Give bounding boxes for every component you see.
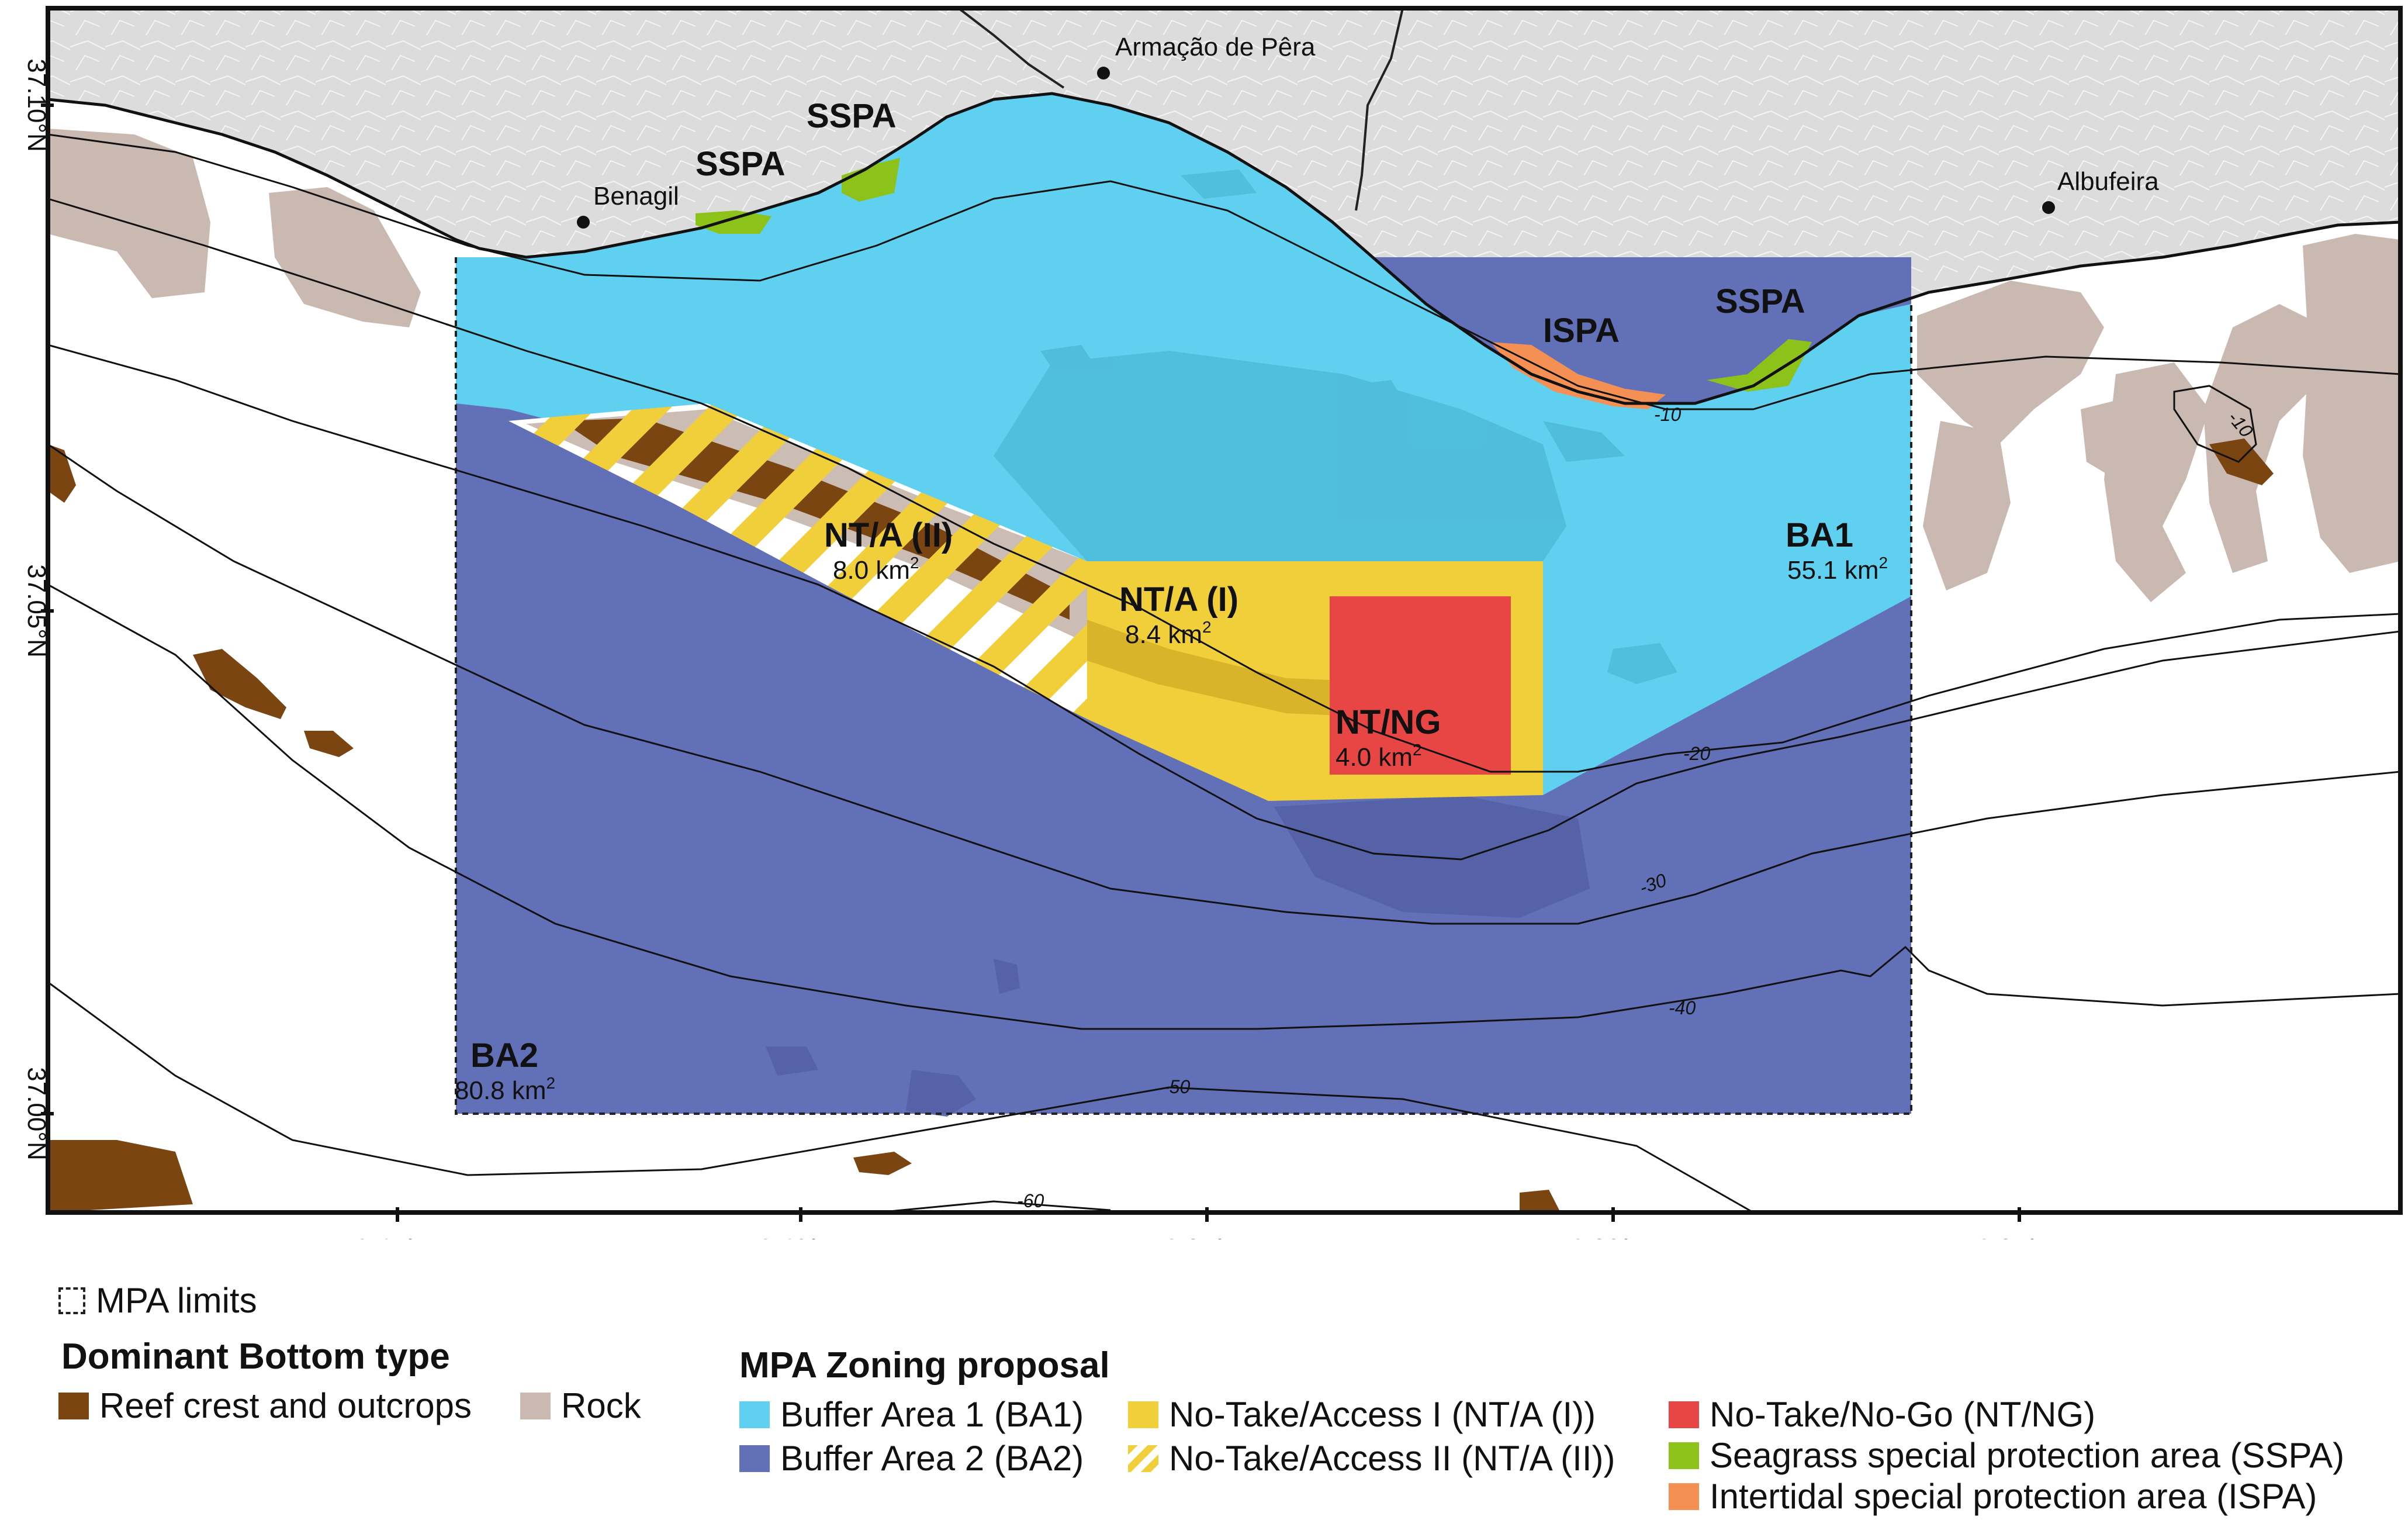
nta1-swatch (1128, 1401, 1158, 1428)
ispa-swatch (1669, 1483, 1699, 1510)
armacao-label: Armação de Pêra (1115, 33, 1316, 61)
map-canvas[interactable]: -10 -10 -20 -30 -40 -50 -60 Armação de P… (0, 0, 2408, 1239)
ntng-area: 4.0 km2 (1336, 741, 1422, 772)
legend-ba1: Buffer Area 1 (BA1) (739, 1394, 1084, 1435)
zone-ntng[interactable] (1330, 596, 1511, 775)
ispa-patch[interactable] (1490, 342, 1666, 409)
rock-patches (48, 129, 2400, 602)
legend-ba2-label: Buffer Area 2 (BA2) (780, 1439, 1084, 1478)
lon-label-8-35: 8.35°W (1165, 1234, 1250, 1239)
contour-label-50: -50 (1163, 1076, 1190, 1097)
nta2-reef (561, 418, 1070, 620)
legend-ba2: Buffer Area 2 (BA2) (739, 1438, 1084, 1478)
lon-label-8-25: 8.25°W (1977, 1234, 2062, 1239)
reef-patches (48, 438, 2274, 1212)
zone-nta2[interactable] (508, 403, 1087, 719)
legend-ba1-label: Buffer Area 1 (BA1) (780, 1395, 1084, 1434)
map-frame: -10 -10 -20 -30 -40 -50 -60 Armação de P… (0, 0, 2408, 1239)
legend-mpa-limits: MPA limits (58, 1280, 257, 1321)
lon-label-8-40: 8.40°W (759, 1234, 843, 1239)
sspa-label-3: SSPA (1715, 282, 1805, 320)
lon-label-8-30: 8.30°W (1571, 1234, 1656, 1239)
legend-mpa-limits-label: MPA limits (96, 1281, 257, 1320)
roads (957, 7, 1404, 211)
sspa-patch-2[interactable] (842, 158, 900, 202)
ba2-shading (766, 795, 1590, 1117)
legend-ispa-label: Intertidal special protection area (ISPA… (1710, 1477, 2317, 1516)
lat-label-37-05: 37.05°N (22, 564, 51, 657)
albufeira-marker[interactable] (2042, 201, 2055, 214)
legend-reef-label: Reef crest and outcrops (99, 1386, 472, 1425)
lat-label-37-10: 37.10°N (22, 58, 51, 151)
ntng-swatch (1669, 1401, 1699, 1428)
ba1-label: BA1 (1786, 516, 1853, 554)
lat-label-37-00: 37.00°N (22, 1067, 51, 1160)
contour-label-60: -60 (1017, 1190, 1044, 1211)
legend-reef: Reef crest and outcrops (58, 1386, 472, 1426)
ba1-shading (994, 170, 1677, 684)
sspa-patch-3[interactable] (1707, 339, 1812, 392)
bathymetric-contours (47, 133, 2401, 1214)
mpa-boundary (455, 257, 1912, 1115)
legend-ntng: No-Take/No-Go (NT/NG) (1669, 1394, 2095, 1435)
lon-label-8-45: 8.45°W (355, 1234, 440, 1239)
legend-sspa: Seagrass special protection area (SSPA) (1669, 1435, 2344, 1476)
contour-label-10a: -10 (1654, 404, 1681, 425)
ba1-swatch (739, 1401, 770, 1428)
coastline (47, 92, 2401, 405)
sspa-label-2: SSPA (807, 97, 897, 135)
ispa-label: ISPA (1543, 312, 1620, 350)
legend-rock-label: Rock (561, 1386, 641, 1425)
sspa-patch-1[interactable] (696, 210, 771, 234)
ba2-area: 80.8 km2 (455, 1074, 555, 1105)
albufeira-label: Albufeira (2057, 167, 2159, 196)
contour-label-20: -20 (1683, 743, 1710, 764)
legend: MPA limits Dominant Bottom type Reef cre… (0, 1269, 2408, 1520)
reef-swatch (58, 1392, 89, 1419)
legend-bottom-type-title: Dominant Bottom type (61, 1336, 450, 1377)
ba1-area: 55.1 km2 (1787, 554, 1888, 585)
benagil-marker[interactable] (577, 216, 590, 229)
armacao-marker[interactable] (1097, 67, 1110, 80)
legend-nta2: No-Take/Access II (NT/A (II)) (1128, 1438, 1615, 1478)
benagil-label: Benagil (593, 182, 679, 210)
legend-rock: Rock (520, 1386, 641, 1426)
legend-sspa-label: Seagrass special protection area (SSPA) (1710, 1436, 2345, 1475)
mpa-limits-swatch (58, 1287, 85, 1314)
legend-nta1-label: No-Take/Access I (NT/A (I)) (1169, 1395, 1596, 1434)
nta1-label: NT/A (I) (1119, 581, 1238, 619)
rock-swatch (520, 1392, 551, 1419)
legend-nta2-label: No-Take/Access II (NT/A (II)) (1169, 1439, 1615, 1478)
legend-nta1: No-Take/Access I (NT/A (I)) (1128, 1394, 1596, 1435)
ntng-label: NT/NG (1336, 703, 1441, 741)
nta2-area: 8.0 km2 (833, 554, 919, 585)
legend-ispa: Intertidal special protection area (ISPA… (1669, 1476, 2317, 1516)
legend-ntng-label: No-Take/No-Go (NT/NG) (1710, 1395, 2096, 1434)
nta2-swatch (1128, 1445, 1158, 1472)
contour-label-40: -40 (1669, 997, 1696, 1018)
ba2-swatch (739, 1445, 770, 1472)
legend-zoning-title: MPA Zoning proposal (739, 1345, 1110, 1386)
nta2-label: NT/A (II) (824, 516, 953, 554)
sspa-label-1: SSPA (696, 145, 786, 183)
axis-ticks (41, 103, 2021, 1222)
sspa-swatch (1669, 1442, 1699, 1469)
nta1-area: 8.4 km2 (1125, 618, 1212, 649)
ba2-label: BA2 (470, 1037, 538, 1075)
